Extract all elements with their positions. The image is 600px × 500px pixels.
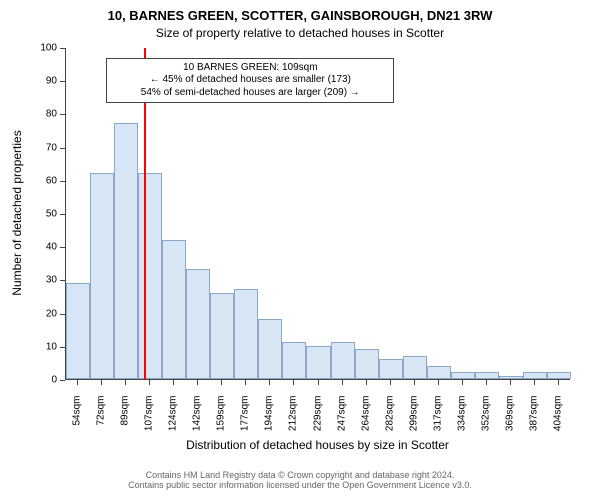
- x-tick-mark: [534, 380, 535, 385]
- y-axis-label: Number of detached properties: [10, 113, 24, 313]
- y-tick-label: 10: [35, 341, 57, 352]
- y-tick-mark: [60, 380, 65, 381]
- x-tick-label: 317sqm: [432, 396, 443, 446]
- bar: [523, 372, 547, 379]
- bar: [234, 289, 258, 379]
- bar: [475, 372, 499, 379]
- bar: [66, 283, 90, 379]
- bar: [210, 293, 234, 379]
- x-tick-mark: [366, 380, 367, 385]
- x-tick-mark: [293, 380, 294, 385]
- x-tick-label: 352sqm: [480, 396, 491, 446]
- x-tick-mark: [414, 380, 415, 385]
- chart-title-line2: Size of property relative to detached ho…: [0, 26, 600, 40]
- bar: [331, 342, 355, 379]
- y-tick-mark: [60, 347, 65, 348]
- x-tick-mark: [342, 380, 343, 385]
- y-tick-mark: [60, 214, 65, 215]
- annotation-line-3: 54% of semi-detached houses are larger (…: [113, 87, 387, 100]
- y-tick-mark: [60, 48, 65, 49]
- bar: [186, 269, 210, 379]
- x-tick-mark: [438, 380, 439, 385]
- annotation-line-1: 10 BARNES GREEN: 109sqm: [113, 62, 387, 75]
- bar: [379, 359, 403, 379]
- y-tick-label: 70: [35, 142, 57, 153]
- y-tick-mark: [60, 114, 65, 115]
- bar: [162, 240, 186, 379]
- y-tick-label: 60: [35, 175, 57, 186]
- x-tick-mark: [462, 380, 463, 385]
- x-tick-label: 404sqm: [552, 396, 563, 446]
- y-tick-label: 20: [35, 308, 57, 319]
- y-tick-mark: [60, 148, 65, 149]
- bar: [114, 123, 138, 379]
- x-tick-label: 54sqm: [72, 396, 83, 446]
- x-tick-label: 299sqm: [408, 396, 419, 446]
- x-tick-label: 247sqm: [336, 396, 347, 446]
- x-tick-label: 212sqm: [288, 396, 299, 446]
- x-tick-mark: [269, 380, 270, 385]
- x-tick-mark: [197, 380, 198, 385]
- x-tick-label: 89sqm: [120, 396, 131, 446]
- bar: [403, 356, 427, 379]
- bar: [138, 173, 162, 379]
- plot-area: 10 BARNES GREEN: 109sqm ← 45% of detache…: [65, 48, 570, 380]
- x-tick-label: 194sqm: [264, 396, 275, 446]
- bar: [451, 372, 475, 379]
- x-tick-label: 107sqm: [144, 396, 155, 446]
- bar: [547, 372, 571, 379]
- x-tick-mark: [510, 380, 511, 385]
- x-tick-label: 229sqm: [312, 396, 323, 446]
- x-tick-mark: [77, 380, 78, 385]
- x-tick-label: 334sqm: [456, 396, 467, 446]
- x-tick-label: 387sqm: [528, 396, 539, 446]
- x-tick-mark: [149, 380, 150, 385]
- x-tick-label: 282sqm: [384, 396, 395, 446]
- annotation-line-2: ← 45% of detached houses are smaller (17…: [113, 74, 387, 87]
- footer-line-2: Contains public sector information licen…: [0, 480, 600, 490]
- x-tick-mark: [558, 380, 559, 385]
- y-tick-mark: [60, 280, 65, 281]
- bar: [306, 346, 330, 379]
- y-tick-label: 30: [35, 275, 57, 286]
- x-tick-label: 369sqm: [504, 396, 515, 446]
- x-tick-label: 177sqm: [240, 396, 251, 446]
- x-tick-label: 264sqm: [360, 396, 371, 446]
- bar: [282, 342, 306, 379]
- bar: [499, 376, 523, 379]
- bar: [90, 173, 114, 379]
- footer: Contains HM Land Registry data © Crown c…: [0, 470, 600, 490]
- x-tick-label: 142sqm: [192, 396, 203, 446]
- y-tick-mark: [60, 81, 65, 82]
- bar: [355, 349, 379, 379]
- x-tick-mark: [125, 380, 126, 385]
- bar: [258, 319, 282, 379]
- figure: 10, BARNES GREEN, SCOTTER, GAINSBOROUGH,…: [0, 0, 600, 500]
- x-tick-label: 124sqm: [168, 396, 179, 446]
- bar: [427, 366, 451, 379]
- x-tick-mark: [173, 380, 174, 385]
- x-tick-mark: [101, 380, 102, 385]
- y-tick-label: 0: [35, 375, 57, 386]
- chart-title-line1: 10, BARNES GREEN, SCOTTER, GAINSBOROUGH,…: [0, 8, 600, 23]
- y-tick-label: 90: [35, 76, 57, 87]
- x-tick-label: 72sqm: [96, 396, 107, 446]
- y-tick-label: 80: [35, 109, 57, 120]
- x-tick-mark: [221, 380, 222, 385]
- annotation-box: 10 BARNES GREEN: 109sqm ← 45% of detache…: [106, 58, 394, 104]
- y-tick-label: 50: [35, 209, 57, 220]
- x-tick-label: 159sqm: [216, 396, 227, 446]
- x-tick-mark: [390, 380, 391, 385]
- x-tick-mark: [486, 380, 487, 385]
- footer-line-1: Contains HM Land Registry data © Crown c…: [0, 470, 600, 480]
- y-tick-label: 100: [35, 43, 57, 54]
- y-tick-label: 40: [35, 242, 57, 253]
- y-tick-mark: [60, 181, 65, 182]
- y-tick-mark: [60, 247, 65, 248]
- x-tick-mark: [318, 380, 319, 385]
- y-tick-mark: [60, 314, 65, 315]
- x-tick-mark: [245, 380, 246, 385]
